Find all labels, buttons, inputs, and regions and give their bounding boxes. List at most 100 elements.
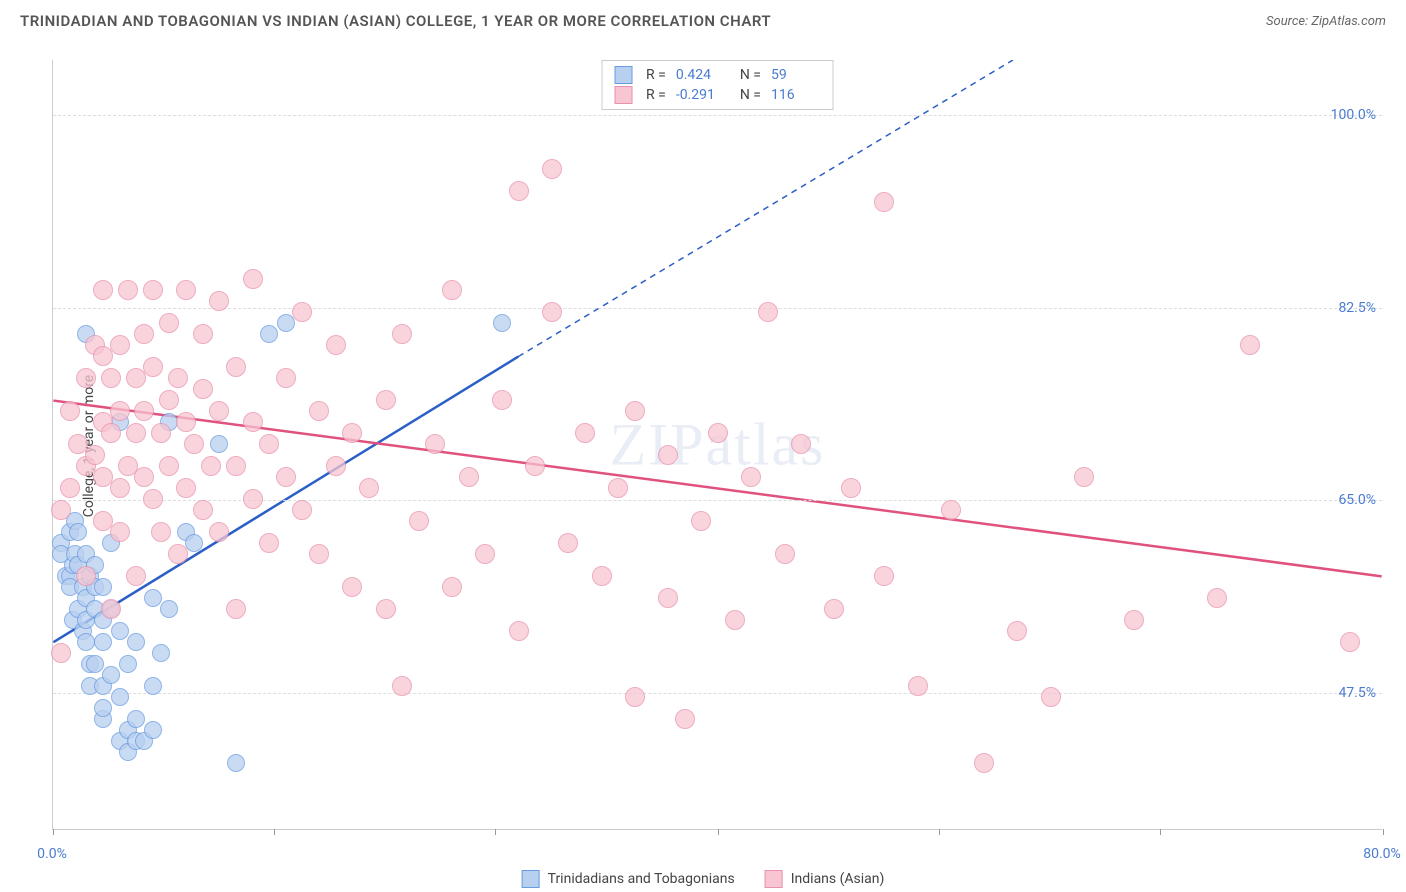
scatter-point — [276, 368, 296, 388]
x-tick — [1383, 829, 1384, 835]
scatter-point — [542, 302, 562, 322]
scatter-point — [159, 390, 179, 410]
scatter-point — [126, 566, 146, 586]
scatter-point — [101, 599, 121, 619]
scatter-point — [359, 478, 379, 498]
scatter-point — [1207, 588, 1227, 608]
scatter-point — [110, 401, 130, 421]
scatter-point — [76, 368, 96, 388]
scatter-point — [292, 302, 312, 322]
chart-plot-area: ZIPatlas R =0.424N =59R =-0.291N =116 47… — [52, 60, 1382, 830]
scatter-point — [51, 500, 71, 520]
source-label: Source: ZipAtlas.com — [1266, 14, 1386, 29]
stat-r-label: R = — [646, 87, 666, 103]
scatter-point — [326, 335, 346, 355]
scatter-point — [134, 324, 154, 344]
scatter-point — [708, 423, 728, 443]
scatter-point — [342, 423, 362, 443]
scatter-point — [193, 379, 213, 399]
scatter-point — [260, 325, 278, 343]
scatter-point — [209, 522, 229, 542]
scatter-point — [119, 655, 137, 673]
scatter-point — [1007, 621, 1027, 641]
scatter-point — [1124, 610, 1144, 630]
scatter-point — [126, 423, 146, 443]
y-tick-label: 100.0% — [1331, 107, 1376, 123]
scatter-point — [144, 589, 162, 607]
scatter-point — [259, 533, 279, 553]
x-tick — [274, 829, 275, 835]
x-tick — [495, 829, 496, 835]
stats-row: R =0.424N =59 — [614, 65, 821, 85]
scatter-point — [227, 754, 245, 772]
gridline-h — [53, 115, 1382, 116]
scatter-point — [658, 445, 678, 465]
scatter-point — [509, 181, 529, 201]
chart-title: TRINIDADIAN AND TOBAGONIAN VS INDIAN (AS… — [20, 12, 771, 30]
scatter-point — [592, 566, 612, 586]
scatter-point — [1340, 632, 1360, 652]
scatter-point — [144, 677, 162, 695]
scatter-point — [69, 523, 87, 541]
gridline-h — [53, 693, 1382, 694]
scatter-point — [60, 401, 80, 421]
stat-n-value: 59 — [771, 67, 821, 83]
scatter-point — [1074, 467, 1094, 487]
scatter-point — [226, 357, 246, 377]
stat-r-value: -0.291 — [676, 87, 726, 103]
scatter-point — [525, 456, 545, 476]
scatter-point — [77, 633, 95, 651]
scatter-point — [276, 467, 296, 487]
y-tick-label: 47.5% — [1338, 685, 1376, 701]
scatter-point — [168, 368, 188, 388]
scatter-point — [201, 456, 221, 476]
scatter-point — [85, 445, 105, 465]
scatter-point — [243, 412, 263, 432]
scatter-point — [675, 709, 695, 729]
stat-n-label: N = — [740, 67, 761, 83]
scatter-point — [127, 710, 145, 728]
legend-item: Indians (Asian) — [765, 870, 885, 888]
stat-r-value: 0.424 — [676, 67, 726, 83]
scatter-point — [118, 280, 138, 300]
legend-label: Trinidadians and Tobagonians — [548, 871, 735, 887]
scatter-point — [127, 633, 145, 651]
scatter-point — [575, 423, 595, 443]
bottom-legend: Trinidadians and Tobagonians Indians (Asi… — [522, 870, 885, 888]
scatter-point — [193, 324, 213, 344]
scatter-point — [874, 566, 894, 586]
scatter-point — [542, 159, 562, 179]
scatter-point — [160, 600, 178, 618]
scatter-point — [509, 621, 529, 641]
scatter-point — [425, 434, 445, 454]
scatter-point — [277, 314, 295, 332]
y-tick-label: 65.0% — [1338, 492, 1376, 508]
scatter-point — [392, 676, 412, 696]
scatter-point — [101, 423, 121, 443]
scatter-point — [110, 335, 130, 355]
scatter-point — [110, 478, 130, 498]
x-tick — [718, 829, 719, 835]
scatter-point — [184, 434, 204, 454]
scatter-point — [226, 456, 246, 476]
scatter-point — [151, 423, 171, 443]
scatter-point — [86, 655, 104, 673]
legend-swatch — [614, 86, 632, 104]
scatter-point — [243, 269, 263, 289]
scatter-point — [741, 467, 761, 487]
scatter-point — [376, 599, 396, 619]
stats-legend-box: R =0.424N =59R =-0.291N =116 — [601, 60, 834, 110]
scatter-point — [51, 643, 71, 663]
scatter-point — [185, 534, 203, 552]
stats-row: R =-0.291N =116 — [614, 85, 821, 105]
scatter-point — [492, 390, 512, 410]
scatter-point — [841, 478, 861, 498]
scatter-point — [94, 578, 112, 596]
scatter-point — [143, 357, 163, 377]
scatter-point — [475, 544, 495, 564]
x-tick-label: 80.0% — [1363, 846, 1401, 862]
scatter-point — [376, 390, 396, 410]
scatter-point — [159, 313, 179, 333]
scatter-point — [134, 467, 154, 487]
scatter-point — [94, 633, 112, 651]
